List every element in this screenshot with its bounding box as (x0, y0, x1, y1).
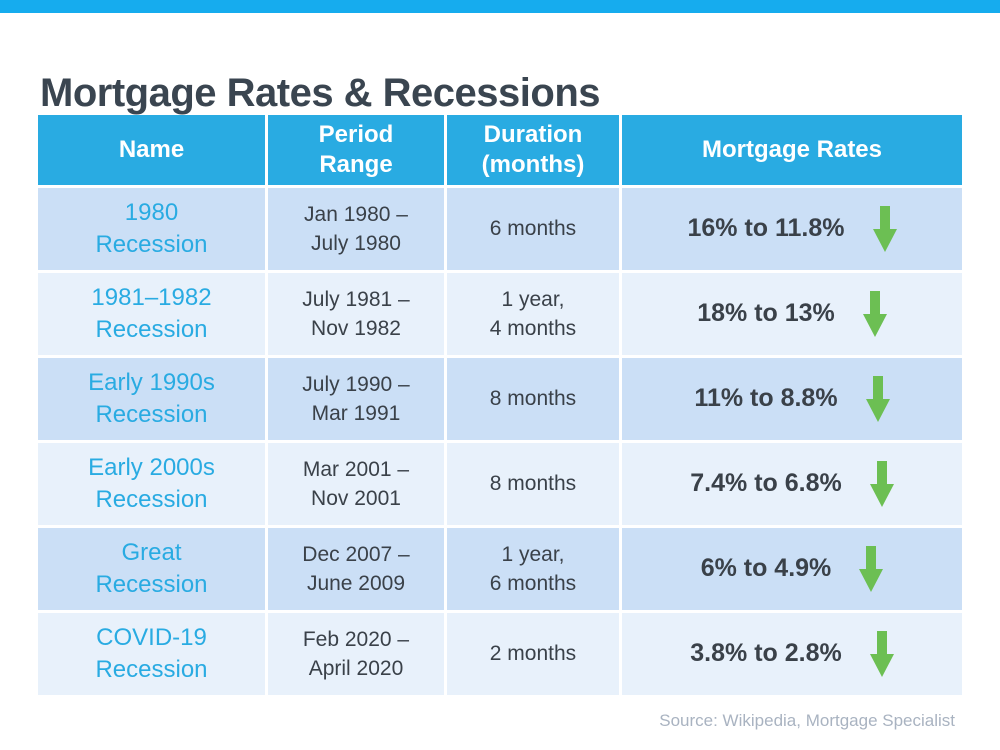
table-row-cell-name: COVID-19 Recession (38, 613, 265, 695)
table-row-cell-duration: 8 months (447, 358, 619, 440)
table-row-cell-duration: 1 year, 6 months (447, 528, 619, 610)
accent-top-bar (0, 0, 1000, 13)
rate-change-value: 3.8% to 2.8% (690, 639, 842, 668)
table-row-cell-rates: 16% to 11.8% (622, 188, 962, 270)
column-header-period: Period Range (268, 115, 444, 185)
down-arrow-icon (859, 546, 884, 592)
table-row-cell-rates: 7.4% to 6.8% (622, 443, 962, 525)
table-row-cell-duration: 6 months (447, 188, 619, 270)
column-header-rates: Mortgage Rates (622, 115, 962, 185)
table-row-cell-name: Early 1990s Recession (38, 358, 265, 440)
rate-change-value: 18% to 13% (697, 299, 835, 328)
table-row-cell-name: 1981–1982 Recession (38, 273, 265, 355)
table-row-cell-duration: 8 months (447, 443, 619, 525)
table-row-cell-period: Feb 2020 – April 2020 (268, 613, 444, 695)
table-row-cell-duration: 1 year, 4 months (447, 273, 619, 355)
down-arrow-icon (869, 631, 894, 677)
table-row-cell-period: July 1981 – Nov 1982 (268, 273, 444, 355)
down-arrow-icon (865, 376, 890, 422)
table-row-cell-name: 1980 Recession (38, 188, 265, 270)
table-row-cell-period: Mar 2001 – Nov 2001 (268, 443, 444, 525)
rate-change-value: 6% to 4.9% (700, 554, 832, 583)
rate-change-value: 7.4% to 6.8% (690, 469, 842, 498)
table-row-cell-name: Early 2000s Recession (38, 443, 265, 525)
table-row-cell-rates: 18% to 13% (622, 273, 962, 355)
table-row-cell-rates: 11% to 8.8% (622, 358, 962, 440)
column-header-duration: Duration (months) (447, 115, 619, 185)
down-arrow-icon (869, 461, 894, 507)
down-arrow-icon (862, 291, 887, 337)
table-row-cell-duration: 2 months (447, 613, 619, 695)
column-header-name: Name (38, 115, 265, 185)
table-row-cell-rates: 6% to 4.9% (622, 528, 962, 610)
table-row-cell-period: Dec 2007 – June 2009 (268, 528, 444, 610)
rate-change-value: 16% to 11.8% (687, 214, 845, 243)
table-row-cell-period: Jan 1980 – July 1980 (268, 188, 444, 270)
rate-change-value: 11% to 8.8% (694, 384, 838, 413)
table-row-cell-name: Great Recession (38, 528, 265, 610)
source-attribution: Source: Wikipedia, Mortgage Specialist (659, 711, 955, 730)
down-arrow-icon (872, 206, 897, 252)
table-row-cell-rates: 3.8% to 2.8% (622, 613, 962, 695)
page-title: Mortgage Rates & Recessions (40, 70, 601, 115)
table-row-cell-period: July 1990 – Mar 1991 (268, 358, 444, 440)
recessions-table: Name Period Range Duration (months) Mort… (38, 115, 962, 695)
